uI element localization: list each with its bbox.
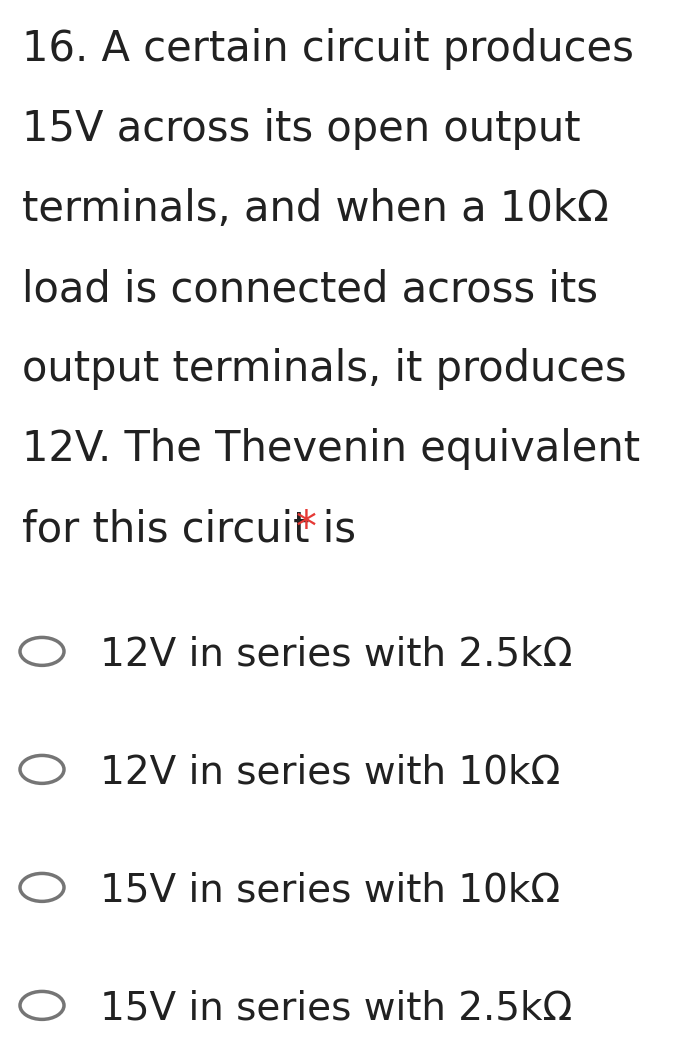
Text: for this circuit is: for this circuit is: [22, 508, 369, 550]
Text: 12V. The Thevenin equivalent: 12V. The Thevenin equivalent: [22, 428, 640, 470]
Text: terminals, and when a 10kΩ: terminals, and when a 10kΩ: [22, 188, 609, 230]
Text: 12V in series with 10kΩ: 12V in series with 10kΩ: [100, 754, 560, 792]
Text: 12V in series with 2.5kΩ: 12V in series with 2.5kΩ: [100, 636, 573, 674]
Text: *: *: [296, 508, 317, 550]
Text: output terminals, it produces: output terminals, it produces: [22, 348, 627, 390]
Text: 15V in series with 10kΩ: 15V in series with 10kΩ: [100, 872, 560, 910]
Text: 16. A certain circuit produces: 16. A certain circuit produces: [22, 28, 634, 70]
Text: 15V across its open output: 15V across its open output: [22, 109, 581, 150]
Text: load is connected across its: load is connected across its: [22, 268, 598, 310]
Text: 15V in series with 2.5kΩ: 15V in series with 2.5kΩ: [100, 990, 573, 1028]
